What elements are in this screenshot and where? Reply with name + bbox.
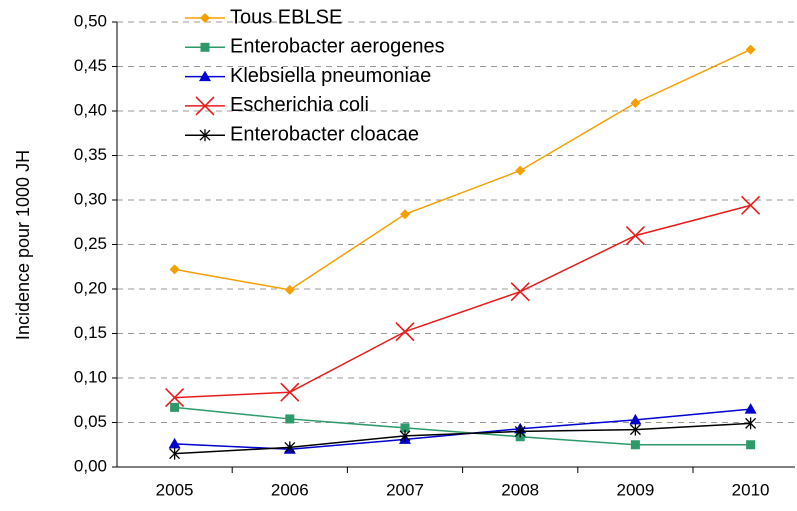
legend-label: Escherichia coli: [230, 94, 369, 116]
y-tick-label: 0,35: [74, 145, 107, 164]
marker: [285, 414, 295, 424]
marker: [629, 413, 642, 425]
y-tick-label: 0,45: [74, 56, 107, 75]
marker: [400, 209, 410, 220]
marker: [515, 165, 526, 176]
marker: [744, 403, 757, 414]
marker: [630, 440, 640, 450]
marker: [746, 440, 756, 450]
marker: [165, 388, 185, 408]
marker: [510, 282, 530, 302]
marker: [745, 417, 757, 430]
marker: [400, 423, 410, 433]
legend-label: Tous EBLSE: [230, 6, 342, 28]
marker: [629, 423, 641, 436]
y-tick-label: 0,20: [74, 278, 107, 297]
legend-label: Klebsiella pneumoniae: [230, 65, 431, 87]
marker: [284, 441, 296, 454]
marker: [280, 382, 300, 402]
marker: [168, 437, 181, 449]
x-tick-label: 2009: [616, 480, 654, 499]
x-tick-label: 2007: [386, 480, 424, 499]
y-tick-label: 0,00: [74, 456, 107, 475]
marker: [284, 284, 295, 295]
series-line: [174, 48, 751, 291]
x-tick-label: 2008: [501, 480, 539, 499]
y-tick-label: 0,25: [74, 234, 107, 253]
legend-marker: [200, 42, 210, 52]
marker: [741, 195, 761, 215]
marker: [625, 226, 645, 246]
series-line: [174, 408, 751, 450]
x-tick-label: 2010: [732, 480, 770, 499]
y-tick-label: 0,50: [74, 11, 107, 30]
marker: [514, 425, 526, 438]
marker: [169, 447, 181, 460]
legend-label: Enterobacter cloacae: [230, 123, 419, 145]
series-line: [174, 422, 751, 455]
legend-marker: [200, 13, 210, 23]
marker: [745, 44, 756, 55]
series-line: [174, 204, 751, 399]
y-tick-label: 0,40: [74, 100, 107, 119]
marker: [630, 97, 641, 108]
y-tick-label: 0,30: [74, 189, 107, 208]
marker: [169, 264, 180, 275]
y-tick-label: 0,10: [74, 367, 107, 386]
marker: [395, 322, 415, 342]
y-tick-label: 0,05: [74, 412, 107, 431]
legend-label: Enterobacter aerogenes: [230, 36, 445, 58]
y-tick-label: 0,15: [74, 323, 107, 342]
marker: [399, 429, 411, 442]
legend-marker: [199, 70, 211, 82]
x-tick-label: 2005: [156, 480, 194, 499]
x-tick-label: 2006: [271, 480, 309, 499]
legend-marker: [195, 96, 215, 116]
legend-marker: [199, 129, 211, 142]
series-line: [174, 406, 751, 446]
y-axis-label: Incidence pour 1000 JH: [13, 150, 33, 340]
marker: [170, 402, 180, 412]
